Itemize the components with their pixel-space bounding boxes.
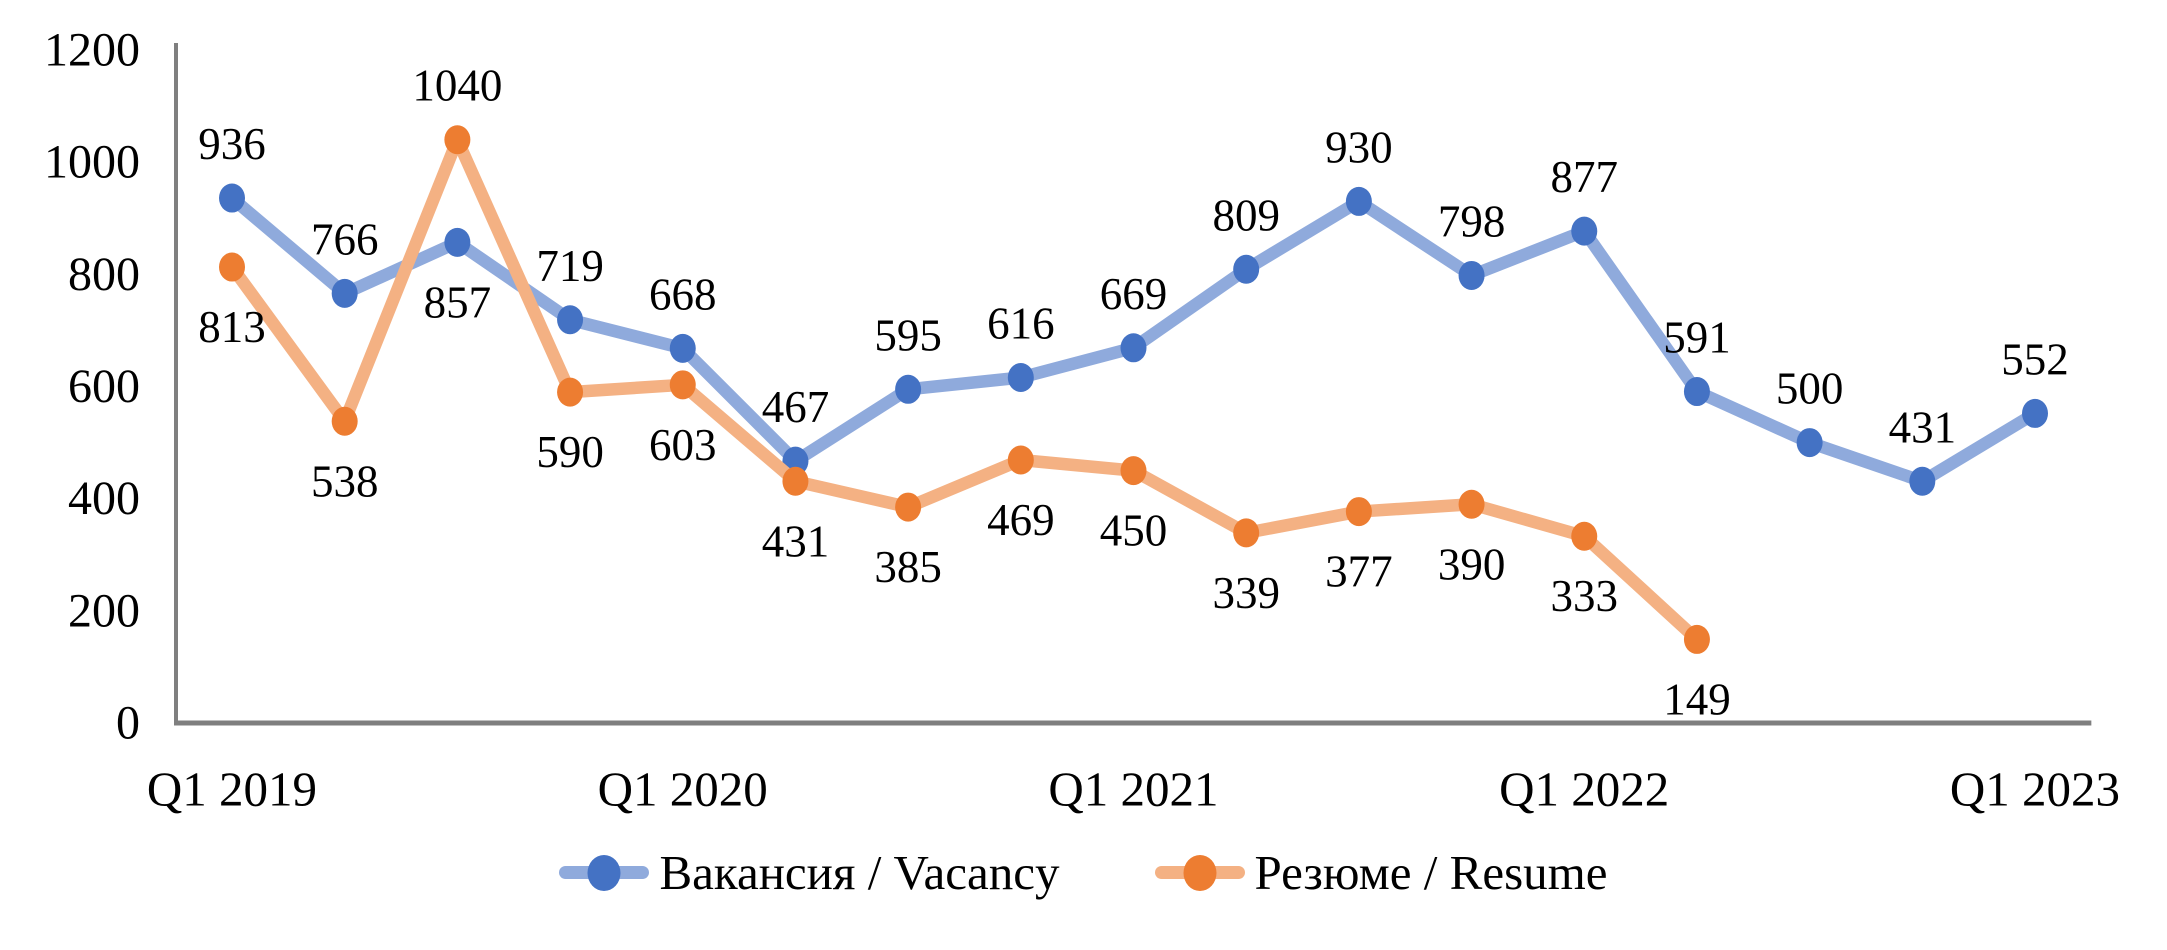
- data-label-vacancy: 930: [1325, 122, 1393, 172]
- data-point-marker-resume: [1345, 497, 1372, 527]
- data-label-resume: 469: [987, 495, 1055, 545]
- data-label-resume: 431: [762, 516, 830, 566]
- x-axis-tick-label: Q1 2019: [147, 762, 317, 817]
- data-point-marker-resume: [1458, 489, 1485, 519]
- data-label-resume: 377: [1325, 547, 1393, 597]
- data-point-marker-vacancy: [444, 227, 471, 257]
- data-point-marker-vacancy: [1909, 466, 1936, 496]
- chart-legend: Вакансия / Vacancy Резюме / Resume: [0, 848, 2167, 897]
- y-axis-tick-label: 600: [68, 360, 140, 413]
- y-axis-tick-label: 800: [68, 248, 140, 301]
- data-point-marker-resume: [1233, 518, 1260, 548]
- data-point-marker-vacancy: [219, 183, 245, 213]
- data-point-marker-vacancy: [1120, 333, 1147, 363]
- data-label-vacancy: 616: [987, 299, 1055, 349]
- data-label-resume: 603: [649, 420, 717, 470]
- legend-dot-vacancy-icon: [587, 854, 621, 891]
- data-label-resume: 813: [198, 302, 266, 352]
- data-point-marker-resume: [557, 377, 584, 407]
- data-point-marker-vacancy: [1345, 186, 1372, 216]
- data-label-vacancy: 669: [1100, 269, 1168, 319]
- data-label-resume: 1040: [412, 61, 502, 111]
- legend-item-resume: Резюме / Resume: [1154, 845, 1608, 900]
- data-label-vacancy: 766: [311, 214, 379, 264]
- data-point-marker-resume: [895, 492, 922, 522]
- data-label-resume: 385: [874, 542, 942, 592]
- x-axis-tick-label: Q1 2021: [1048, 762, 1218, 817]
- data-point-marker-vacancy: [669, 333, 696, 363]
- legend-item-vacancy: Вакансия / Vacancy: [559, 845, 1060, 900]
- data-point-marker-vacancy: [1683, 377, 1710, 407]
- data-label-vacancy: 877: [1551, 152, 1619, 202]
- data-label-resume: 538: [311, 456, 379, 506]
- legend-marker-vacancy-icon: [559, 854, 650, 891]
- data-point-marker-vacancy: [557, 305, 584, 335]
- data-point-marker-vacancy: [1796, 428, 1823, 458]
- legend-dot-resume-icon: [1183, 854, 1217, 891]
- data-label-resume: 590: [536, 427, 604, 477]
- data-point-marker-vacancy: [1007, 363, 1034, 393]
- x-axis-tick-label: Q1 2022: [1499, 762, 1669, 817]
- y-axis-tick-label: 0: [116, 697, 140, 750]
- x-axis-tick-label: Q1 2020: [598, 762, 768, 817]
- data-label-vacancy: 809: [1212, 190, 1280, 240]
- data-label-resume: 149: [1663, 674, 1731, 724]
- data-point-marker-resume: [331, 406, 358, 436]
- data-label-vacancy: 431: [1889, 402, 1957, 452]
- data-label-vacancy: 798: [1438, 196, 1506, 246]
- data-point-marker-resume: [1571, 521, 1598, 551]
- data-point-marker-resume: [669, 370, 696, 400]
- data-point-marker-resume: [1007, 445, 1034, 475]
- data-label-vacancy: 500: [1776, 364, 1844, 414]
- data-label-vacancy: 467: [762, 382, 830, 432]
- data-label-resume: 390: [1438, 539, 1506, 589]
- data-point-marker-vacancy: [1571, 216, 1598, 246]
- legend-label-resume: Резюме / Resume: [1254, 845, 1608, 900]
- data-point-marker-vacancy: [1458, 260, 1485, 290]
- y-axis-tick-label: 400: [68, 472, 140, 525]
- data-label-resume: 339: [1212, 568, 1280, 618]
- legend-label-vacancy: Вакансия / Vacancy: [659, 845, 1060, 900]
- data-point-marker-vacancy: [331, 278, 358, 308]
- data-label-resume: 333: [1551, 571, 1619, 621]
- data-point-marker-resume: [444, 125, 471, 155]
- data-point-marker-vacancy: [2022, 398, 2048, 428]
- legend-marker-resume-icon: [1154, 854, 1245, 891]
- data-label-resume: 450: [1100, 506, 1168, 556]
- data-point-marker-resume: [782, 466, 809, 496]
- y-axis-tick-label: 1200: [44, 24, 140, 77]
- data-label-vacancy: 591: [1663, 313, 1731, 363]
- x-axis-tick-label: Q1 2023: [1950, 762, 2120, 817]
- y-axis-tick-label: 200: [68, 584, 140, 637]
- data-label-vacancy: 595: [874, 310, 942, 360]
- data-label-vacancy: 936: [198, 119, 266, 169]
- y-axis-tick-label: 1000: [44, 136, 140, 189]
- data-point-marker-resume: [219, 252, 245, 282]
- data-point-marker-vacancy: [1233, 254, 1260, 284]
- data-label-vacancy: 552: [2001, 334, 2069, 384]
- data-label-vacancy: 719: [536, 241, 604, 291]
- data-point-marker-resume: [1120, 456, 1147, 486]
- data-point-marker-vacancy: [895, 374, 922, 404]
- series-line-resume: [225, 133, 1704, 646]
- data-point-marker-resume: [1683, 624, 1710, 654]
- data-label-vacancy: 668: [649, 269, 717, 319]
- data-label-vacancy: 857: [424, 277, 492, 327]
